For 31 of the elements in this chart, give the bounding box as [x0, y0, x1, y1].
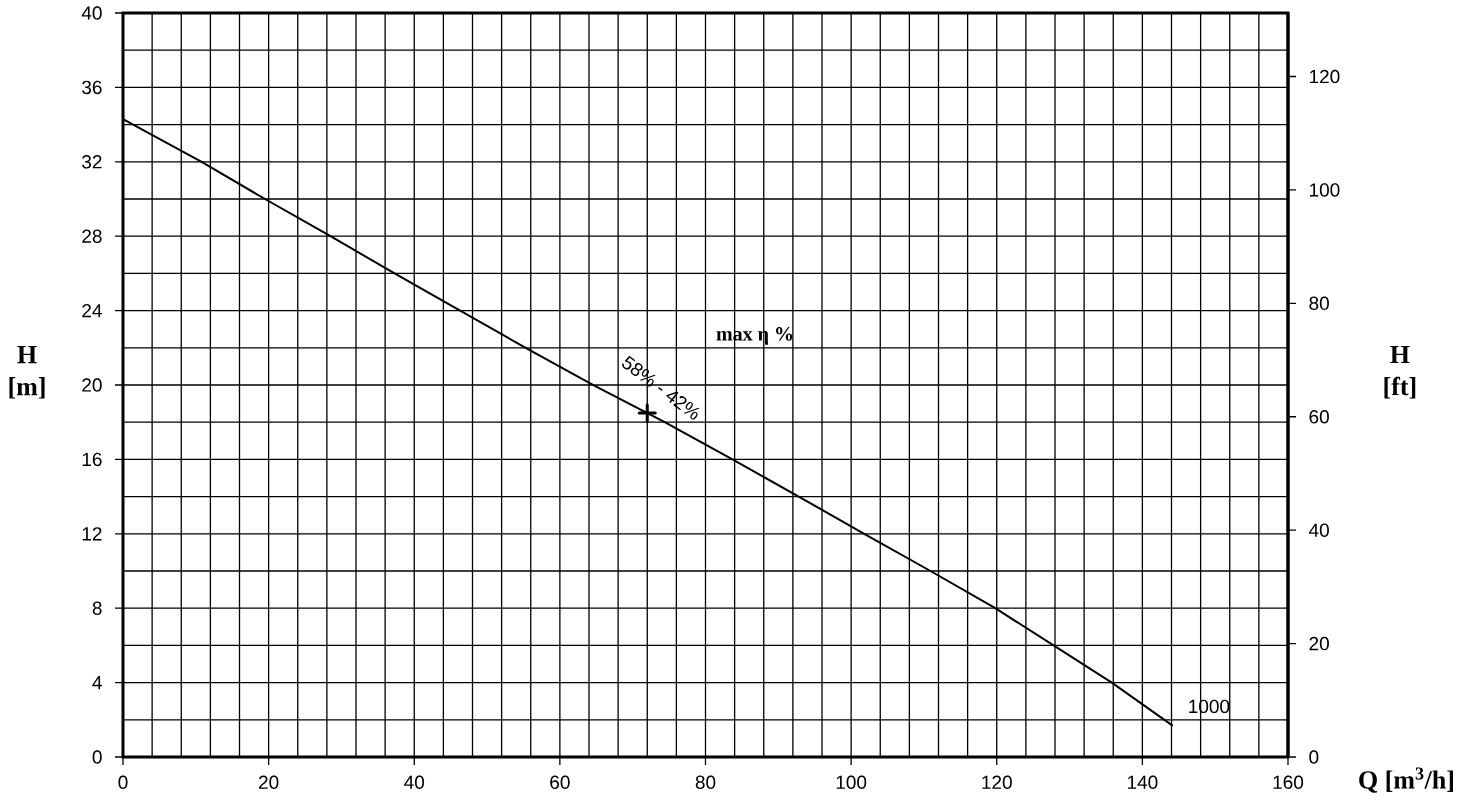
y-tick-label: 4 — [92, 676, 102, 690]
y2-tick-label: 20 — [1309, 636, 1329, 651]
y2-tick-label: 60 — [1309, 410, 1329, 424]
y-tick-label: 8 — [92, 601, 102, 615]
y2-tick-label: 120 — [1309, 69, 1340, 84]
x-tick-label: 60 — [550, 775, 570, 789]
y-tick-label: 20 — [82, 378, 102, 392]
y-tick-label: 28 — [82, 229, 102, 243]
x-tick-label: 80 — [695, 775, 716, 789]
y-tick-label: 0 — [92, 750, 102, 764]
y-tick-label: 12 — [82, 527, 102, 541]
x-tick-label: 140 — [1127, 775, 1158, 789]
y-tick-label: 32 — [82, 155, 102, 169]
y-tick-label: 40 — [81, 6, 102, 20]
x-tick-label: 40 — [404, 775, 425, 789]
y-tick-label: 16 — [82, 452, 102, 467]
x-axis-title: Q [m$^{3}$/h] — [1359, 767, 1453, 793]
y2-tick-label: 0 — [1309, 750, 1319, 764]
y-tick-label: 24 — [82, 303, 102, 318]
y2-axis-title: H [ft] — [1384, 346, 1416, 399]
x-tick-label: 100 — [836, 775, 867, 789]
x-tick-label: 160 — [1273, 775, 1304, 789]
y-axis-title: H [m] — [9, 346, 45, 399]
y2-tick-label: 40 — [1308, 523, 1329, 537]
x-tick-label: 0 — [118, 775, 128, 789]
y2-tick-label: 80 — [1309, 296, 1329, 311]
x-tick-label: 20 — [259, 775, 279, 789]
x-tick-label: 120 — [982, 775, 1012, 789]
annotation: 58% - 42% — [622, 355, 700, 420]
y2-tick-label: 100 — [1309, 183, 1340, 197]
y-tick-label: 36 — [82, 80, 102, 95]
